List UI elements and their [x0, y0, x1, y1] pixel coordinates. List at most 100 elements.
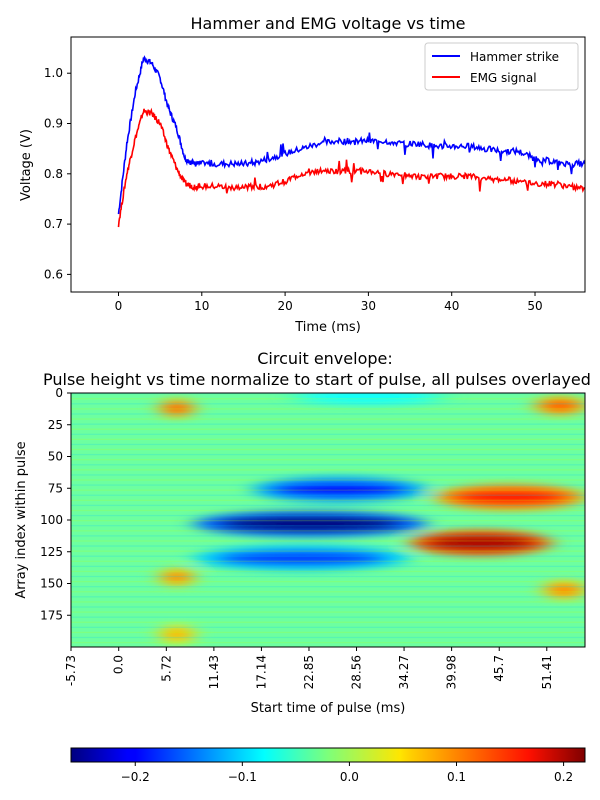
heatmap-stripe — [71, 443, 585, 446]
series-line-1 — [117, 107, 585, 228]
heatmap-x-tick-label: 39.98 — [445, 655, 459, 689]
heatmap-stripe — [71, 438, 585, 441]
heatmap-blob-core — [163, 571, 191, 584]
heatmap-blob-core — [547, 583, 581, 596]
heatmap-stripe — [71, 408, 585, 410]
line-chart-y-label: Voltage (V) — [19, 129, 34, 201]
heatmap-stripe — [71, 459, 585, 461]
heatmap-title-line-1: Circuit envelope: — [257, 349, 393, 368]
heatmap-stripe — [71, 403, 585, 405]
y-tick-label: 0.8 — [44, 167, 63, 181]
y-tick-label: 1.0 — [44, 66, 63, 80]
colorbar-tick-label: 0.2 — [554, 770, 573, 784]
colorbar-tick-label: −0.2 — [121, 770, 150, 784]
heatmap-x-tick-label: 5.72 — [159, 655, 173, 682]
heatmap-stripe — [71, 469, 585, 471]
heatmap-x-tick-label: 45.7 — [492, 655, 506, 682]
heatmap-stripe — [71, 428, 585, 430]
heatmap-stripe — [71, 448, 585, 451]
colorbar-tick-label: 0.0 — [340, 770, 359, 784]
heatmap-stripe — [71, 580, 585, 583]
x-tick-label: 0 — [115, 299, 123, 313]
heatmap-y-tick-label: 75 — [48, 481, 63, 495]
line-chart-x-label: Time (ms) — [294, 320, 361, 335]
x-tick-label: 50 — [527, 299, 542, 313]
legend-label-hammer: Hammer strike — [470, 50, 559, 64]
heatmap-stripe — [71, 489, 585, 491]
heatmap-blob-core — [301, 393, 436, 403]
line-chart-x-ticks: 0 10 20 30 40 50 — [115, 292, 543, 313]
heatmap-chart: Circuit envelope: Pulse height vs time n… — [14, 349, 591, 784]
heatmap-stripe — [71, 616, 585, 618]
x-tick-label: 30 — [361, 299, 376, 313]
heatmap-x-label: Start time of pulse (ms) — [251, 701, 406, 716]
line-chart-frame — [70, 36, 586, 293]
heatmap-stripe — [71, 453, 585, 456]
heatmap-x-tick-label: 22.85 — [302, 655, 316, 689]
heatmap-stripe — [71, 494, 585, 496]
heatmap-stripe — [71, 433, 585, 435]
heatmap-y-tick-label: 25 — [48, 418, 63, 432]
x-tick-label: 20 — [277, 299, 292, 313]
heatmap-stripe — [71, 535, 585, 537]
heatmap-x-ticks: -5.73 0.0 5.72 11.43 17.14 22.85 28.56 34.27 39.… — [64, 647, 554, 689]
heatmap-x-tick-label: 11.43 — [207, 655, 221, 689]
heatmap-stripe — [71, 479, 585, 481]
heatmap-stripe — [71, 591, 585, 593]
heatmap-blob-core — [269, 481, 410, 498]
line-chart-title: Hammer and EMG voltage vs time — [190, 14, 465, 33]
heatmap-stripe — [71, 636, 585, 639]
heatmap-stripe — [71, 575, 585, 578]
heatmap-stripe — [71, 641, 585, 644]
line-chart-series-group — [117, 55, 585, 228]
heatmap-stripe — [71, 606, 585, 608]
heatmap-stripe — [71, 586, 585, 588]
heatmap-blob-core — [163, 628, 191, 641]
heatmap-stripe — [71, 565, 585, 568]
x-tick-label: 10 — [194, 299, 209, 313]
heatmap-stripe — [71, 530, 585, 532]
colorbar-tick-label: −0.1 — [228, 770, 257, 784]
colorbar-tick-label: 0.1 — [447, 770, 466, 784]
heatmap-blob-core — [163, 402, 191, 415]
colorbar-ticks: −0.2 −0.1 0.0 0.1 0.2 — [121, 762, 573, 784]
heatmap-stripe — [71, 514, 585, 517]
heatmap-stripe — [71, 474, 585, 476]
heatmap-stripe — [71, 540, 585, 542]
heatmap-blob-core — [424, 535, 538, 551]
heatmap-stripe — [71, 525, 585, 527]
heatmap-blob-core — [450, 489, 571, 505]
heatmap-stripe — [71, 601, 585, 603]
heatmap-y-tick-label: 175 — [40, 608, 63, 622]
colorbar: −0.2 −0.1 0.0 0.1 0.2 — [70, 747, 586, 784]
heatmap-blob-core — [540, 399, 581, 412]
heatmap-stripe — [71, 413, 585, 415]
heatmap-y-tick-label: 0 — [55, 386, 63, 400]
heatmap-y-label: Array index within pulse — [14, 441, 29, 598]
heatmap-stripe — [71, 393, 585, 395]
legend-label-emg: EMG signal — [470, 71, 537, 85]
heatmap-stripe — [71, 504, 585, 507]
heatmap-stripe — [71, 484, 585, 486]
heatmap-x-tick-label: -5.73 — [64, 655, 78, 686]
x-tick-label: 40 — [444, 299, 459, 313]
heatmap-stripe — [71, 555, 585, 557]
heatmap-blob-core — [215, 550, 389, 566]
heatmap-stripe — [71, 423, 585, 425]
heatmap-x-tick-label: 28.56 — [350, 655, 364, 689]
heatmap-y-tick-label: 150 — [40, 577, 63, 591]
heatmap-stripe — [71, 550, 585, 552]
y-tick-label: 0.6 — [44, 267, 63, 281]
heatmap-stripe — [71, 626, 585, 628]
heatmap-x-tick-label: 0.0 — [112, 655, 126, 674]
heatmap-x-tick-label: 51.41 — [540, 655, 554, 689]
heatmap-stripe — [71, 596, 585, 598]
heatmap-stripe — [71, 520, 585, 522]
heatmap-stripe — [71, 631, 585, 634]
heatmap-y-tick-label: 100 — [40, 513, 63, 527]
heatmap-image — [71, 393, 585, 647]
heatmap-y-tick-label: 125 — [40, 545, 63, 559]
heatmap-stripe — [71, 418, 585, 420]
heatmap-stripe — [71, 499, 585, 501]
